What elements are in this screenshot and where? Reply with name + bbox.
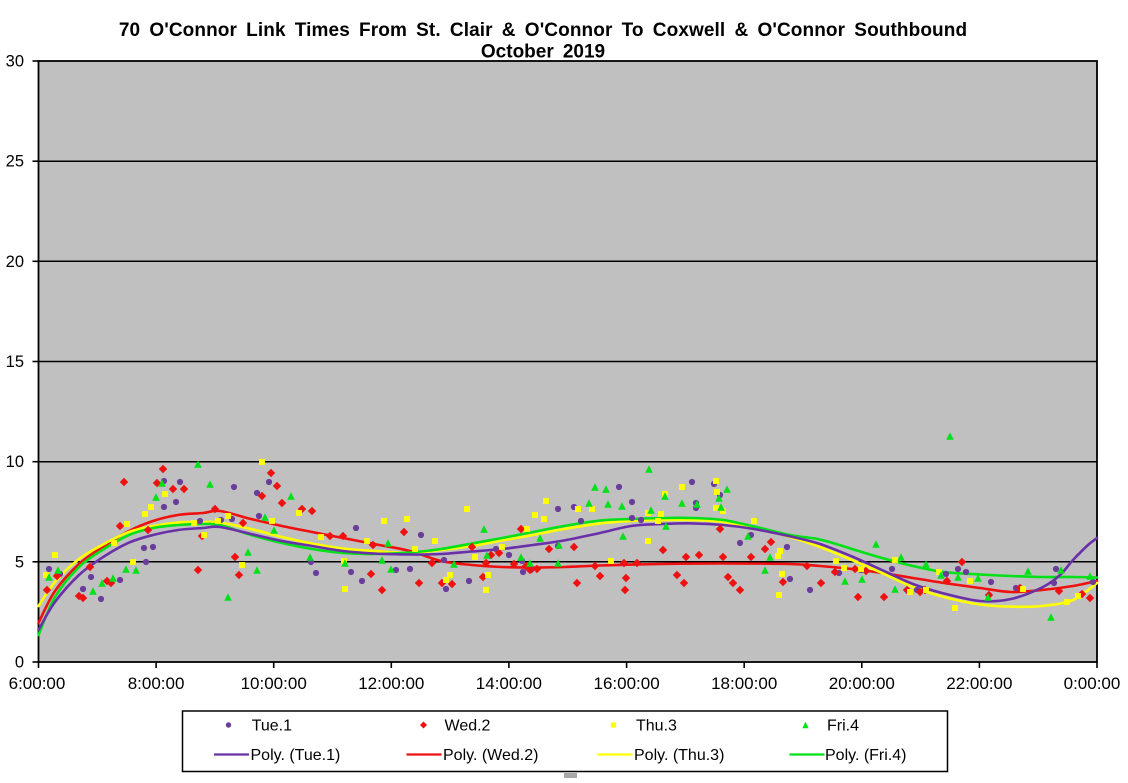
svg-text:Tue.1: Tue.1 [252,718,292,735]
svg-text:30: 30 [6,53,24,71]
svg-text:Poly. (Wed.2): Poly. (Wed.2) [443,747,538,764]
svg-text:16:00:00: 16:00:00 [594,674,660,693]
svg-text:Poly. (Thu.3): Poly. (Thu.3) [634,747,724,764]
svg-text:25: 25 [6,153,24,171]
svg-text:22:00:00: 22:00:00 [946,674,1012,693]
svg-text:0: 0 [15,654,24,672]
svg-text:5: 5 [15,553,24,571]
svg-text:12:00:00: 12:00:00 [358,674,424,693]
svg-text:Poly. (Tue.1): Poly. (Tue.1) [251,747,341,764]
svg-text:Poly. (Fri.4): Poly. (Fri.4) [825,747,906,764]
svg-text:8:00:00: 8:00:00 [128,674,185,693]
svg-text:10: 10 [6,453,24,471]
svg-text:Thu.3: Thu.3 [636,718,677,735]
svg-text:Fri.4: Fri.4 [827,718,859,735]
svg-text:6:00:00: 6:00:00 [9,674,66,693]
svg-text:20: 20 [6,253,24,271]
svg-text:70 O'Connor Link Times From St: 70 O'Connor Link Times From St. Clair & … [119,20,967,41]
svg-text:15: 15 [6,353,24,371]
svg-text:20:00:00: 20:00:00 [829,674,895,693]
svg-text:October 2019: October 2019 [481,42,605,63]
svg-text:18:00:00: 18:00:00 [711,674,777,693]
svg-text:10:00:00: 10:00:00 [241,674,307,693]
svg-text:14:00:00: 14:00:00 [476,674,542,693]
svg-text:Wed.2: Wed.2 [445,718,491,735]
svg-text:0:00:00: 0:00:00 [1064,674,1121,693]
